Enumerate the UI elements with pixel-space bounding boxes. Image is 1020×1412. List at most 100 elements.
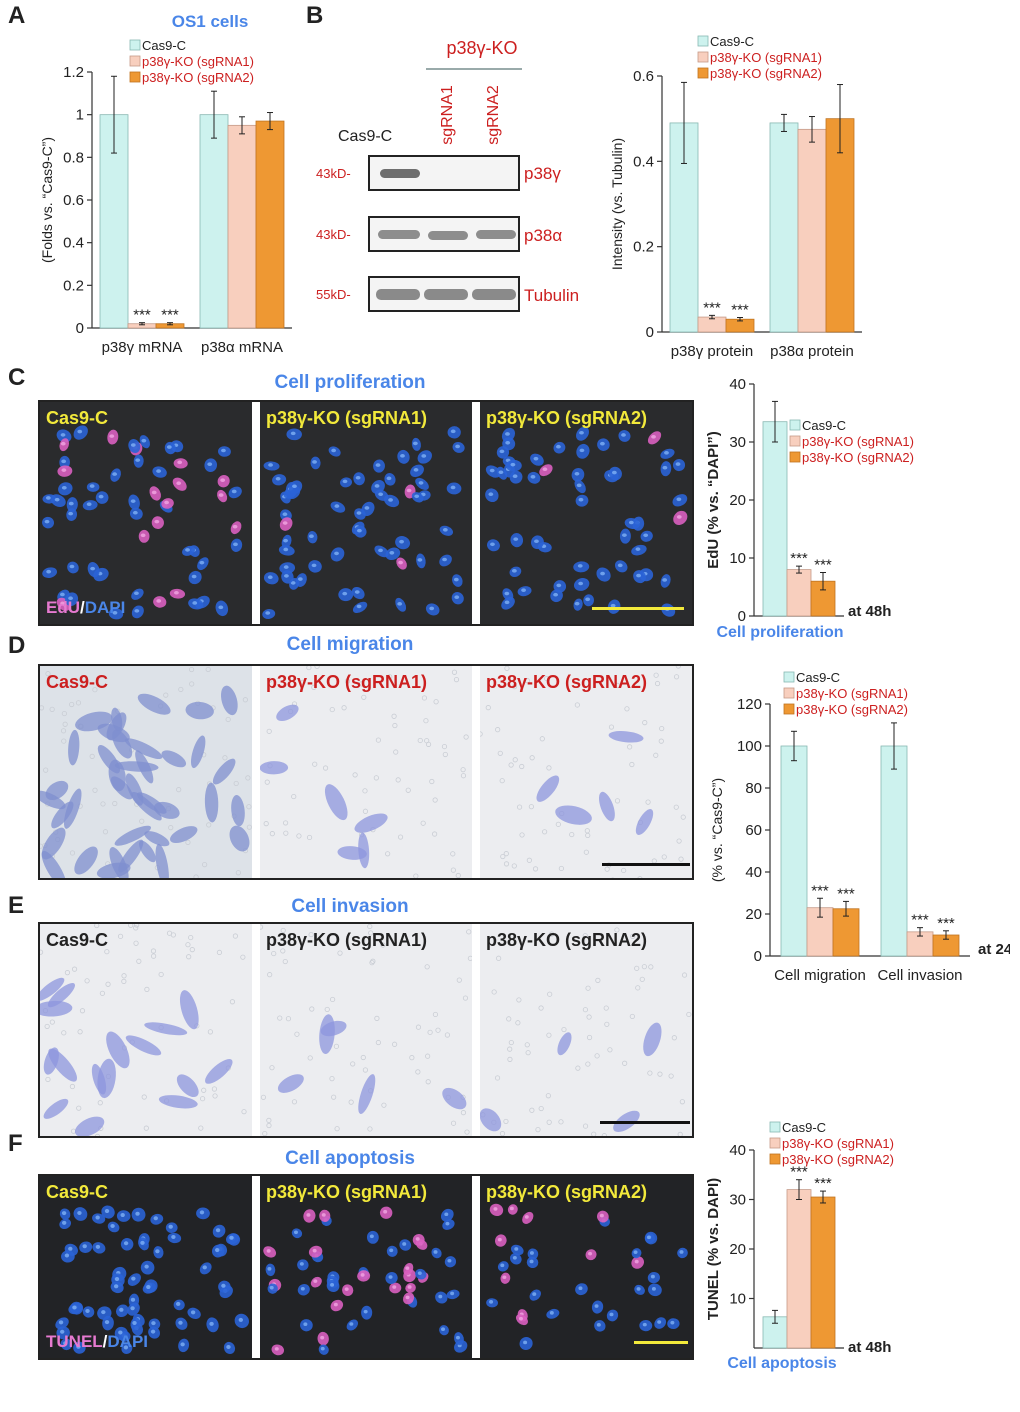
significance-label: *** — [814, 1175, 832, 1192]
nucleus-highlight — [155, 1249, 160, 1254]
pore — [546, 1032, 552, 1038]
bar — [810, 1196, 836, 1349]
nucleus-highlight — [594, 1304, 599, 1308]
pore — [463, 734, 469, 740]
cell — [190, 735, 206, 769]
nucleus-highlight — [455, 1335, 460, 1340]
pore — [206, 822, 212, 828]
pore — [524, 1042, 530, 1048]
y-tick-label: 0 — [738, 608, 746, 625]
pore — [405, 787, 411, 793]
tile-cas9 — [40, 924, 252, 1136]
pore — [432, 831, 438, 837]
pore — [480, 731, 483, 737]
pore — [375, 737, 382, 743]
pore — [198, 1125, 204, 1131]
pore — [585, 985, 591, 991]
nucleus-highlight — [109, 434, 115, 438]
pore — [621, 867, 627, 874]
nucleus-highlight — [284, 574, 289, 578]
pore — [608, 724, 615, 730]
pore — [575, 1065, 581, 1071]
cell — [536, 775, 560, 802]
pore — [499, 778, 505, 784]
nucleus-highlight — [511, 569, 517, 573]
pore — [150, 948, 157, 954]
nucleus-highlight — [207, 462, 213, 466]
nucleus-highlight — [141, 438, 147, 443]
blot-row-p38g — [368, 155, 520, 191]
nucleus-highlight — [405, 1295, 410, 1300]
nucleus-highlight — [266, 1249, 271, 1253]
pore — [104, 949, 110, 955]
pore — [207, 1029, 213, 1035]
title-cell-apoptosis: Cell apoptosis — [285, 1148, 415, 1169]
stain-dapi: DAPI — [84, 598, 126, 617]
significance-label: *** — [811, 882, 829, 899]
stain-sep: / — [102, 1332, 108, 1351]
pore — [614, 798, 621, 804]
nucleus-highlight — [342, 479, 348, 484]
cell — [212, 758, 236, 785]
tile-label-sg1: p38γ-KO (sgRNA1) — [266, 672, 428, 692]
nucleus-highlight — [512, 1255, 517, 1260]
nucleus-highlight — [642, 1322, 647, 1327]
pore — [585, 832, 591, 839]
nucleus-highlight — [292, 484, 297, 489]
title-cell-migration: Cell migration — [286, 634, 414, 655]
nucleus-highlight — [282, 512, 288, 517]
pore — [61, 738, 67, 744]
pore — [582, 1123, 589, 1129]
tile-label-sg1: p38γ-KO (sgRNA1) — [266, 930, 428, 950]
nucleus-highlight — [60, 601, 66, 606]
cell — [358, 1074, 376, 1114]
nucleus-highlight — [643, 533, 649, 538]
legend-label: p38γ-KO (sgRNA2) — [796, 702, 908, 717]
pore — [525, 1050, 531, 1056]
cell — [635, 809, 654, 835]
nucleus-highlight — [574, 601, 580, 606]
nucleus-highlight — [342, 591, 348, 596]
nucleus-highlight — [510, 462, 516, 467]
y-tick-label: 0.2 — [63, 277, 84, 294]
tile-separator — [472, 924, 480, 1136]
bar — [769, 122, 799, 333]
bar — [880, 745, 908, 957]
nucleus-highlight — [290, 581, 296, 585]
nucleus-highlight — [415, 1237, 420, 1241]
nucleus-highlight — [135, 1211, 140, 1216]
nucleus-highlight — [233, 542, 238, 547]
nucleus-highlight — [670, 1320, 675, 1325]
pore — [99, 990, 106, 996]
nucleus-highlight — [664, 451, 669, 455]
nucleus-highlight — [600, 571, 605, 576]
nucleus-highlight — [282, 521, 288, 525]
nucleus-highlight — [636, 573, 641, 578]
nucleus-highlight — [267, 1267, 272, 1271]
pore — [415, 1024, 422, 1030]
legend-swatch — [783, 703, 795, 715]
pore — [282, 820, 289, 826]
cell — [114, 761, 159, 772]
nucleus-highlight — [454, 595, 460, 599]
nucleus-highlight — [333, 1302, 338, 1307]
nucleus-highlight — [274, 1347, 279, 1351]
y-axis-title: (Folds vs. “Cas9-C”) — [39, 137, 55, 263]
pore — [432, 1011, 439, 1018]
nucleus-highlight — [455, 444, 461, 449]
panel-letter-d: D — [8, 632, 26, 659]
pore — [409, 1055, 415, 1061]
nucleus-highlight — [553, 592, 559, 597]
tile-label-sg2: p38γ-KO (sgRNA2) — [486, 672, 648, 692]
nucleus-highlight — [229, 1235, 234, 1240]
legend-label: p38γ-KO (sgRNA1) — [710, 50, 822, 65]
significance-label: *** — [161, 307, 179, 324]
pore — [178, 686, 184, 693]
nucleus-highlight — [177, 460, 183, 465]
y-tick-label: 0.8 — [63, 149, 84, 166]
blot-band — [376, 289, 420, 300]
pore — [582, 1007, 589, 1013]
nucleus-highlight — [112, 610, 118, 615]
pore — [100, 801, 106, 807]
